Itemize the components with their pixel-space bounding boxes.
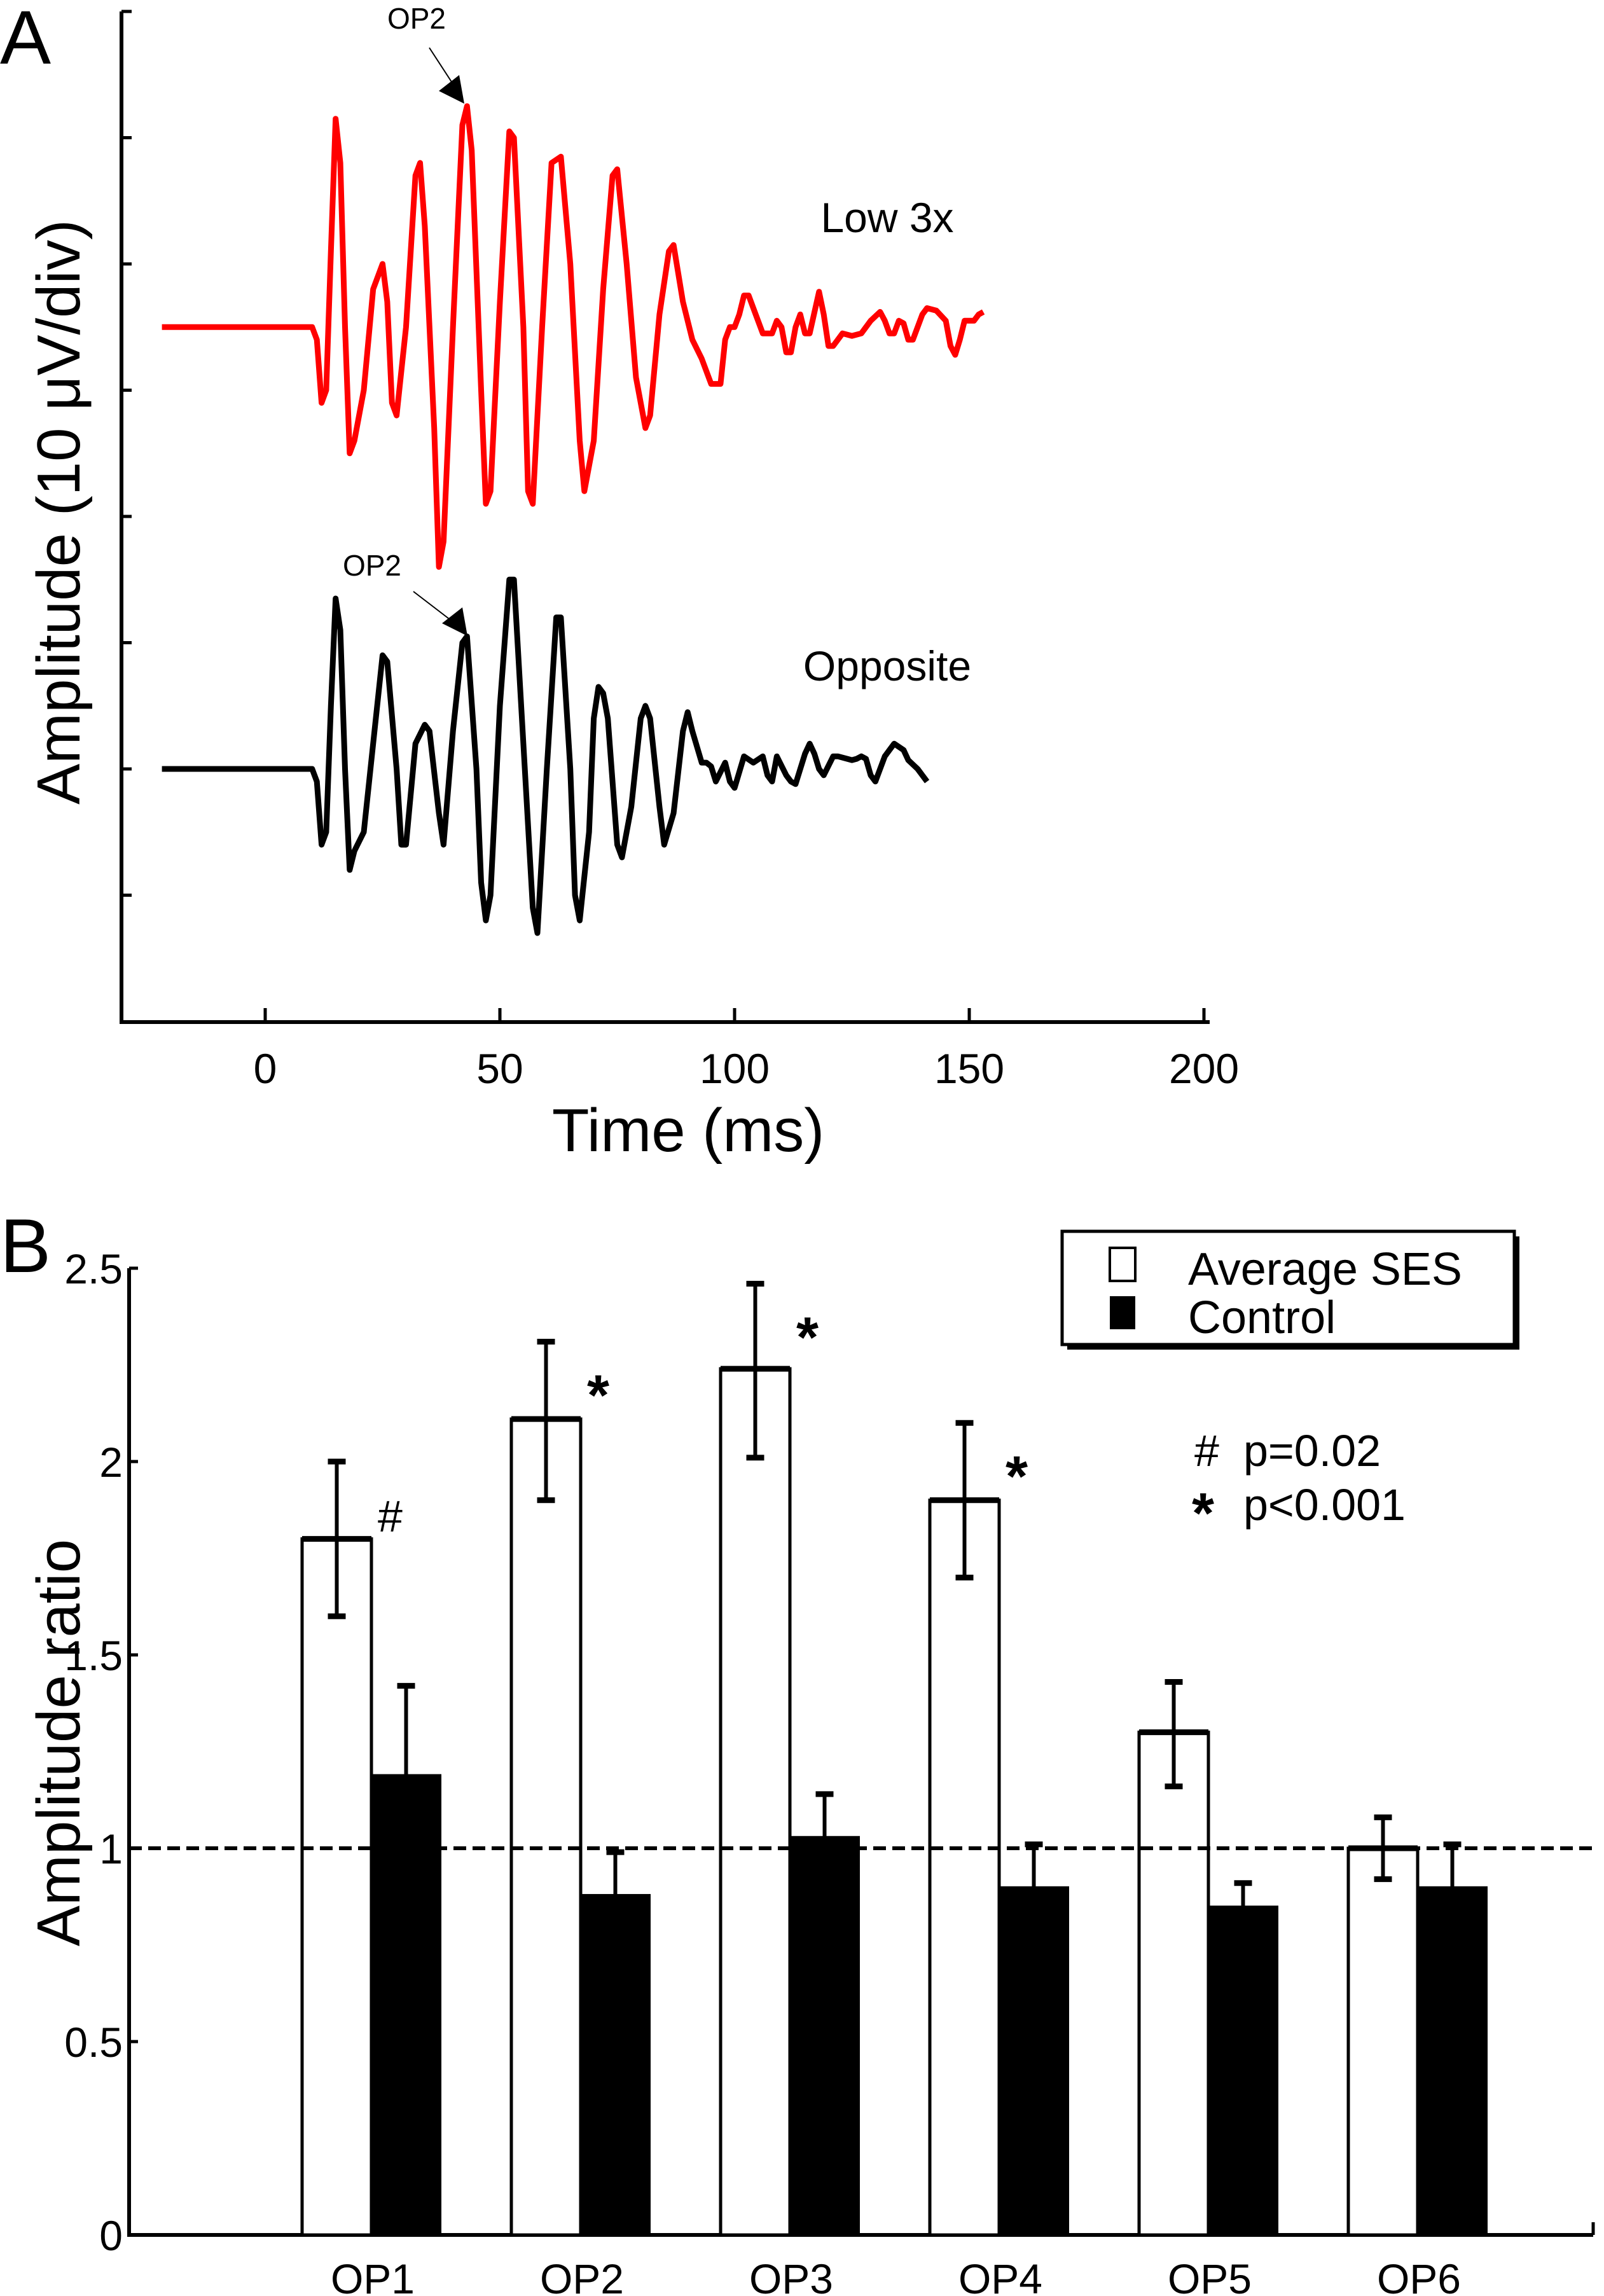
legend-swatch-average-ses bbox=[1109, 1247, 1137, 1282]
bar-control-op5 bbox=[1208, 1905, 1278, 2236]
bar-average-ses-op5 bbox=[1137, 1731, 1210, 2237]
significance-marker-op1: # bbox=[378, 1491, 403, 1541]
op2-annotation-arrowhead bbox=[439, 75, 464, 104]
bar-control-op4 bbox=[999, 1886, 1069, 2236]
panel-a-letter: A bbox=[0, 0, 51, 80]
sig-note-star-symbol: * bbox=[1192, 1482, 1214, 1546]
category-label-op3: OP3 bbox=[749, 2255, 833, 2296]
panel-b-y-tick-label: 0.5 bbox=[64, 2019, 123, 2066]
bar-control-op3 bbox=[789, 1836, 860, 2236]
significance-marker-op4: * bbox=[1006, 1445, 1028, 1509]
panel-b-y-tick-label: 0 bbox=[99, 2212, 123, 2259]
category-label-op4: OP4 bbox=[958, 2255, 1042, 2296]
category-label-op5: OP5 bbox=[1168, 2255, 1252, 2296]
panel-a-plot: 0 50 100 150 200 Low 3x OP2 Opposite OP2 bbox=[120, 2, 1239, 1092]
trace-label-opposite: Opposite bbox=[803, 642, 971, 689]
panel-b-y-tick-label: 2 bbox=[99, 1439, 123, 1486]
panel-a-x-tick-label: 100 bbox=[700, 1045, 770, 1092]
trace-low-3x bbox=[162, 103, 985, 570]
panel-a-y-axis-title: Amplitude (10 μV/div) bbox=[25, 219, 93, 805]
panel-b-letter: B bbox=[0, 1203, 51, 1289]
panel-b-plot: 0 0.5 1 1.5 2 2.5 # OP1 * OP2 * OP3 * OP4 OP5 OP6 bbox=[64, 1245, 1595, 2296]
legend: Average SES Control bbox=[1060, 1229, 1519, 1350]
bar-average-ses-op6 bbox=[1346, 1846, 1420, 2237]
bar-average-ses-op1 bbox=[300, 1537, 373, 2237]
panel-a-x-tick-label: 0 bbox=[254, 1045, 277, 1092]
op2-annotation-arrowhead bbox=[442, 607, 467, 636]
bar-control-op6 bbox=[1417, 1886, 1488, 2236]
bar-control-op2 bbox=[580, 1893, 651, 2236]
bar-control-op1 bbox=[371, 1774, 441, 2236]
significance-marker-op3: * bbox=[796, 1306, 819, 1369]
panel-b-y-tick-label: 1 bbox=[99, 1825, 123, 1872]
significance-notes: # p=0.02 * p<0.001 bbox=[1192, 1426, 1406, 1546]
panel-b-y-axis-title: Amplitude ratio bbox=[25, 1539, 93, 1946]
category-label-op2: OP2 bbox=[540, 2255, 624, 2296]
legend-swatch-control bbox=[1110, 1296, 1135, 1329]
panel-a-x-tick-label: 150 bbox=[934, 1045, 1004, 1092]
op2-annotation-label: OP2 bbox=[343, 549, 401, 582]
trace-label-low-3x: Low 3x bbox=[820, 194, 953, 241]
sig-note-star-text: p<0.001 bbox=[1243, 1480, 1406, 1530]
sig-note-hash-text: p=0.02 bbox=[1243, 1426, 1381, 1476]
significance-marker-op2: * bbox=[587, 1364, 609, 1428]
panel-a-x-tick-label: 200 bbox=[1169, 1045, 1239, 1092]
category-label-op6: OP6 bbox=[1377, 2255, 1461, 2296]
sig-note-hash-symbol: # bbox=[1194, 1426, 1219, 1476]
op2-annotation-label: OP2 bbox=[387, 2, 446, 35]
panel-a-x-tick-label: 50 bbox=[476, 1045, 523, 1092]
legend-label-control: Control bbox=[1188, 1292, 1336, 1343]
panel-b-y-tick-label: 2.5 bbox=[64, 1245, 123, 1292]
legend-box bbox=[1060, 1229, 1516, 1346]
panel-b-y-tick-label: 1.5 bbox=[64, 1632, 123, 1679]
bar-average-ses-op2 bbox=[509, 1417, 583, 2237]
bar-average-ses-op3 bbox=[719, 1367, 792, 2237]
trace-opposite bbox=[162, 576, 930, 936]
bar-average-ses-op4 bbox=[928, 1498, 1001, 2237]
category-label-op1: OP1 bbox=[331, 2255, 415, 2296]
panel-a-x-axis-title: Time (ms) bbox=[552, 1096, 824, 1165]
legend-label-average-ses: Average SES bbox=[1188, 1244, 1462, 1295]
